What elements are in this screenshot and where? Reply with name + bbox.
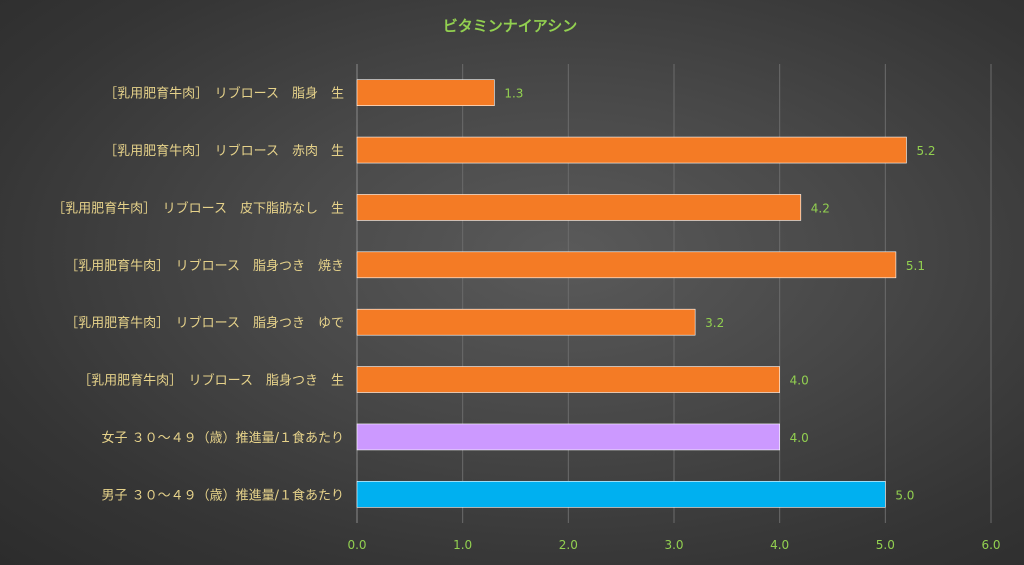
- bars: [356, 79, 907, 508]
- category-label: 男子 ３０～４９（歳）推進量/１食あたり: [101, 487, 344, 503]
- bar: [356, 79, 495, 106]
- x-tick-label: 2.0: [559, 538, 578, 552]
- category-label: ［乳用肥育牛肉］ リブロース 皮下脂肪なし 生: [52, 200, 344, 216]
- x-tick-label: 6.0: [981, 538, 1000, 552]
- category-labels: ［乳用肥育牛肉］ リブロース 脂身 生 ［乳用肥育牛肉］ リブロース 赤肉 生 ［乳…: [52, 86, 344, 504]
- bar: [356, 423, 780, 451]
- category-label: ［乳用肥育牛肉］ リブロース 赤肉 生: [104, 143, 344, 159]
- x-tick-label: 5.0: [876, 538, 895, 552]
- bar: [356, 136, 907, 164]
- category-label: ［乳用肥育牛肉］ リブロース 脂身つき 生: [78, 373, 344, 389]
- x-tick-label: 0.0: [347, 538, 366, 552]
- data-label: 5.0: [895, 488, 914, 502]
- data-labels: 1.3 5.2 4.2 5.1 3.2 4.0 4.0 5.0: [504, 87, 935, 503]
- x-tick-label: 1.0: [453, 538, 472, 552]
- data-label: 5.1: [906, 259, 925, 273]
- data-label: 4.0: [790, 431, 809, 445]
- data-label: 4.2: [811, 201, 830, 215]
- chart-title: ビタミンナイアシン: [443, 17, 577, 35]
- bar: [356, 251, 897, 279]
- bar: [356, 366, 780, 393]
- category-label: 女子 ３０～４９（歳）推進量/１食あたり: [101, 430, 344, 446]
- bar: [356, 308, 696, 336]
- x-tick-label: 4.0: [770, 538, 789, 552]
- bar: [356, 194, 802, 221]
- category-label: ［乳用肥育牛肉］ リブロース 脂身つき 焼き: [65, 258, 344, 274]
- category-label: ［乳用肥育牛肉］ リブロース 脂身 生: [104, 86, 344, 102]
- data-label: 4.0: [790, 374, 809, 388]
- category-label: ［乳用肥育牛肉］ リブロース 脂身つき ゆで: [65, 315, 344, 331]
- bar: [356, 481, 886, 508]
- data-label: 5.2: [916, 144, 935, 158]
- x-tick-label: 3.0: [664, 538, 683, 552]
- gridlines: [356, 64, 992, 523]
- x-tick-labels: 0.0 1.0 2.0 3.0 4.0 5.0 6.0: [347, 538, 1000, 552]
- data-label: 3.2: [705, 316, 724, 330]
- data-label: 1.3: [504, 87, 523, 101]
